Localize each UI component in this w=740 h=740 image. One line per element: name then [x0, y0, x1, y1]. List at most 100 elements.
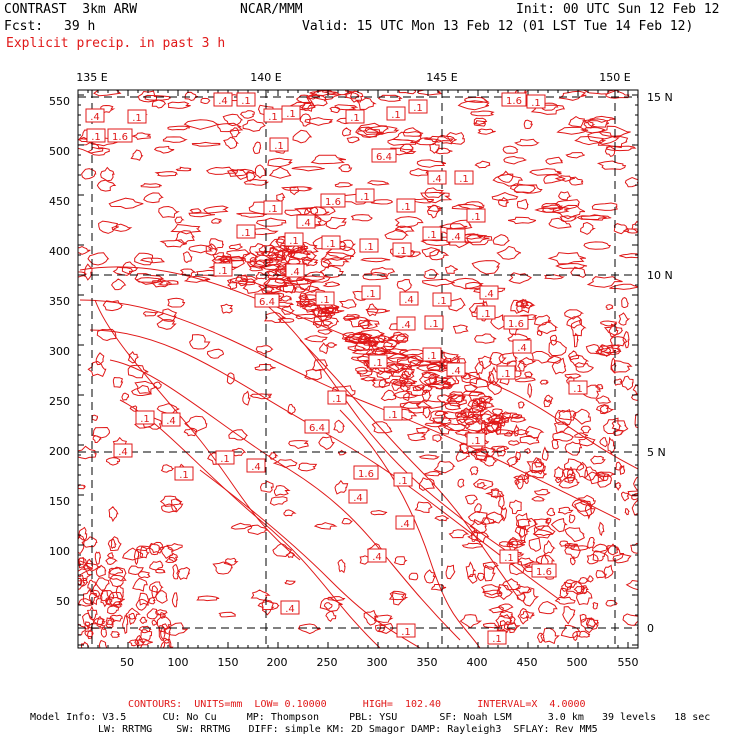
precip-cell [464, 494, 478, 505]
precip-cell [566, 580, 588, 595]
contour-label: .1 [504, 553, 514, 564]
precip-cell [461, 542, 483, 549]
precip-cell [513, 184, 543, 194]
precip-cell [500, 507, 508, 522]
x-tick-label: 500 [567, 656, 588, 669]
precip-cell [196, 595, 220, 602]
contour-label: .1 [350, 113, 360, 124]
precip-cell [151, 619, 159, 626]
contour-label-box [392, 242, 412, 257]
precip-cell [624, 176, 638, 188]
contour-label-box [285, 263, 305, 278]
precip-cell [601, 346, 622, 355]
precip-cell [528, 537, 542, 552]
contour-label-box [353, 465, 379, 480]
precip-cell [603, 545, 625, 562]
precip-cell [240, 274, 248, 282]
x-tick-label: 150 [218, 656, 239, 669]
precip-cell [559, 215, 578, 223]
contour-label-box [135, 410, 155, 425]
precip-cell [480, 517, 497, 526]
precip-cell [525, 425, 545, 439]
contour-label-box [454, 170, 474, 185]
precip-cell [334, 182, 353, 188]
precip-cell [509, 183, 537, 194]
precip-cell [418, 477, 436, 491]
precip-cell [546, 507, 556, 517]
precip-cell [167, 297, 186, 308]
precip-cell [531, 495, 546, 502]
precip-cell [463, 96, 490, 103]
precip-cell [524, 447, 532, 455]
precip-cell [184, 91, 199, 102]
precip-cell [350, 214, 373, 222]
precip-cell [580, 214, 612, 221]
contour-label-box [284, 232, 304, 247]
contour-label: .1 [437, 296, 447, 307]
precip-cell [488, 606, 505, 614]
precip-cell [563, 458, 585, 471]
precip-cell [428, 410, 446, 423]
contour-label-box [281, 105, 301, 120]
precip-cell [497, 603, 514, 612]
contour-label: .1 [501, 369, 511, 380]
precip-cell [554, 476, 563, 483]
precip-cell [387, 138, 417, 146]
precip-cell [281, 186, 313, 192]
precip-cell [87, 360, 107, 377]
precip-cell [149, 541, 165, 554]
contour-label: .1 [364, 242, 374, 253]
precip-cell [444, 402, 462, 411]
precip-cell [515, 512, 532, 529]
precip-cell [566, 316, 582, 329]
precip-cell [544, 274, 565, 280]
precip-cell [329, 106, 341, 114]
precip-cell [541, 202, 564, 210]
precip-cell [288, 275, 309, 286]
precip-cell [95, 564, 107, 578]
precip-cell [492, 173, 524, 187]
precip-cell [565, 152, 585, 159]
precip-cell [371, 421, 393, 434]
contour-label-box [348, 489, 368, 504]
precip-cell [619, 464, 626, 476]
precip-cell [304, 117, 334, 126]
precip-cell [597, 136, 629, 149]
precip-cell [595, 404, 615, 415]
precip-cell [134, 380, 157, 394]
precip-cell [537, 600, 558, 615]
precip-cell [311, 306, 329, 318]
contour-label-box [427, 170, 447, 185]
precip-cell [325, 610, 337, 623]
precip-cell [448, 529, 470, 539]
precip-cell [412, 198, 435, 204]
precip-cell [226, 249, 251, 259]
precip-cell [577, 576, 590, 584]
precip-cell [442, 374, 460, 387]
contour-label-box [368, 354, 388, 369]
precip-cell [309, 206, 336, 216]
precip-cell [122, 614, 129, 635]
precip-cell [158, 205, 180, 218]
contour-label: .1 [391, 110, 401, 121]
precip-cell [209, 238, 224, 250]
precip-cell [479, 456, 498, 467]
precip-cell [217, 122, 244, 133]
precip-cell [135, 598, 149, 611]
precip-cell [534, 461, 544, 468]
precip-cell [577, 630, 591, 638]
precip-cell [474, 160, 491, 169]
precip-cell [474, 503, 482, 514]
contour-label: 1.6 [506, 96, 522, 107]
precip-cell [508, 272, 532, 284]
precip-cell [625, 579, 638, 591]
precip-cell [78, 560, 94, 576]
precip-cell [387, 331, 409, 344]
contour-label: .1 [140, 414, 150, 425]
precip-cell [78, 574, 86, 590]
precip-cell [356, 128, 384, 139]
precip-cell [418, 454, 440, 460]
precip-cell [407, 355, 426, 365]
precip-cell [487, 413, 505, 423]
contour-label-box [345, 109, 365, 124]
